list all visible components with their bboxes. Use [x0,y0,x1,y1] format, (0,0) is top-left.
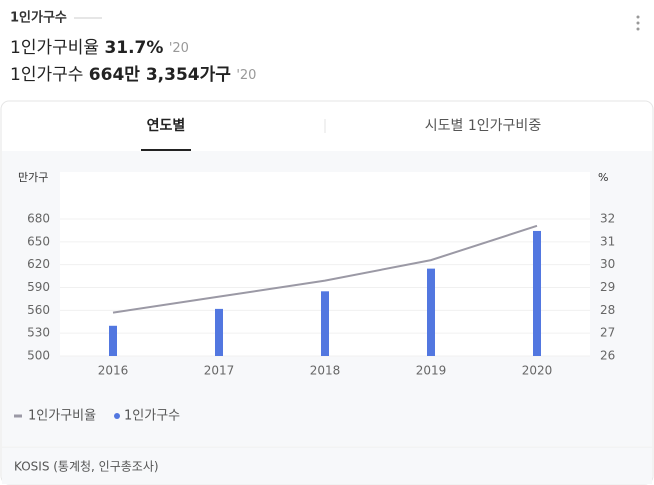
bar [427,268,435,356]
stat-year: '20 [236,68,256,83]
stat-value: 664만 3,354가구 [89,65,231,85]
y-tick-label: 590 [27,280,50,294]
y-tick-label: 500 [27,349,50,363]
y2-tick-label: 32 [600,212,615,226]
bar [533,230,541,356]
stat-label: 1인가구비율 [10,38,99,58]
tab[interactable]: 시도별 1인가구비중 [425,118,542,134]
stat-value: 31.7% [104,38,163,58]
y2-tick-label: 28 [600,303,615,317]
chart: 500 530 560 590 620 650 680 26 27 28 29 30 31 32 2016 2… [14,212,615,424]
stat: 1인가구비율 31.7% '20 [10,38,189,58]
bar [109,325,117,356]
x-tick-label: 2016 [98,364,129,378]
stat: 1인가구수 664만 3,354가구 '20 [10,65,256,85]
y-tick-label: 650 [27,234,50,248]
legend-label: 1인가구비율 [28,409,96,424]
y2-tick-label: 31 [600,234,615,248]
x-tick-label: 2018 [310,364,341,378]
x-tick-label: 2017 [204,364,235,378]
y-tick-label: 620 [27,257,50,271]
line [112,224,538,314]
y-axis-label: 만가구 [18,171,48,184]
source: KOSIS (통계청, 인구총조사) [14,460,159,474]
tab-active[interactable]: 연도별 [147,117,186,134]
y-tick-label: 680 [27,212,50,226]
x-tick-label: 2020 [522,364,553,378]
stat-year: '20 [169,41,189,56]
widget-title: 1인가구수 [10,10,67,26]
y2-tick-label: 27 [600,326,615,340]
bar [215,308,223,356]
y2-tick-label: 26 [600,349,615,363]
y2-tick-label: 30 [600,257,615,271]
legend-marker [114,413,120,419]
source-band [2,447,652,484]
x-tick-label: 2019 [416,364,447,378]
bar [321,291,329,356]
y-tick-label: 560 [27,303,50,317]
y2-axis-label: % [598,171,608,184]
y-tick-label: 530 [27,326,50,340]
more-menu[interactable] [636,15,640,31]
y2-tick-label: 29 [600,280,615,294]
legend-label: 1인가구수 [124,409,180,424]
stat-label: 1인가구수 [10,65,83,85]
